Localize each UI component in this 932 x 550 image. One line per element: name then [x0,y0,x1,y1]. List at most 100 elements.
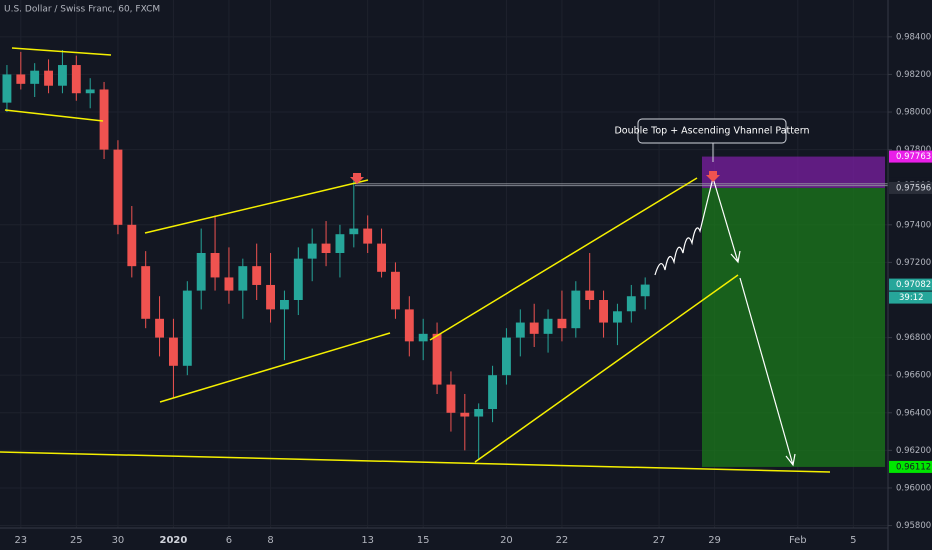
candle-body [57,65,67,86]
y-tick-label: 0.95800 [896,521,931,531]
y-tick-label: 0.96400 [896,408,931,418]
candle-body [363,228,373,244]
y-tick-label: 0.98000 [896,108,931,118]
position-layer [355,156,888,467]
x-tick-label: 27 [653,535,666,546]
trend-line [4,109,104,122]
candle-body [99,89,109,150]
candle-body [488,375,498,410]
arrow [712,177,741,264]
candle-body [612,311,622,323]
candle-body [238,266,248,291]
grid-layer [0,0,888,528]
signal-arrow [706,171,720,182]
candle-body [335,234,345,254]
candle-body [390,271,400,310]
annotation: Double Top + Ascending Vhannel Pattern [614,126,809,137]
x-tick-label: 6 [226,535,232,546]
candle-body [44,70,54,86]
candle-body [127,224,137,267]
candle-body [141,266,151,319]
risk-zone [702,156,885,188]
candle-body [349,228,359,235]
trend-line [11,47,112,56]
price-label-box [889,150,932,163]
y-tick-label: 0.97800 [896,145,931,155]
candle-body [460,412,470,417]
x-tick-label: Feb [789,535,807,546]
candle-body [155,318,165,338]
candle-body [279,299,289,310]
candle-body [432,333,442,385]
x-tick-label: 22 [556,535,569,546]
x-tick-label: 15 [417,535,430,546]
trend-line [474,274,739,463]
chart-title: U.S. Dollar / Swiss Franc, 60, FXCM [4,5,160,15]
candle-body [266,284,276,310]
y-tick-label: 0.96600 [896,371,931,381]
candle-body [585,290,595,300]
signal-arrow [350,173,364,184]
trend-line [144,179,369,234]
candle-body [113,149,123,225]
y-tick-label: 0.96200 [896,446,931,456]
candle-body [196,253,206,291]
x-tick-label: 13 [361,535,374,546]
candle-body [557,318,567,329]
candle-body [418,333,428,342]
candle-body [377,243,387,272]
x-tick-label: 23 [14,535,27,546]
candle-body [599,299,609,323]
candle-body [404,309,414,342]
candle-body [307,243,317,259]
countdown-box [889,291,932,304]
target-zone [702,187,885,467]
candle-body [321,243,331,254]
price-label: 0.97596 [896,183,931,193]
candle-body [2,74,12,103]
price-axis [888,0,932,550]
y-tick-label: 0.97400 [896,220,931,230]
candle-body [252,266,262,285]
projection [654,177,796,467]
candle-body [168,337,178,366]
axis-layer: 0.98400 0.98200 0.98000 0.97800 0.97400 0.972… [14,32,932,546]
candle-body [515,322,525,338]
candle-body [85,89,95,94]
candle-body [571,290,581,329]
arrow [739,277,796,467]
trend-line [159,332,391,403]
x-tick-label: 8 [267,535,273,546]
countdown: 39:12 [899,293,924,303]
x-tick-label: 20 [500,535,513,546]
candle-body [210,253,220,278]
y-tick-label: 0.98400 [896,32,931,42]
callout-box [637,118,787,144]
x-tick-label: 2020 [160,535,188,546]
candle-body [293,258,303,300]
price-label-box [889,460,932,473]
candle-layer [2,49,650,460]
trend-line [429,177,698,341]
candle-body [71,65,81,94]
trend-line [0,451,831,473]
y-tick-label: 0.96000 [896,483,931,493]
x-tick-label: 30 [112,535,125,546]
candle-body [446,384,456,413]
candle-body [529,322,539,334]
x-tick-label: 29 [708,535,721,546]
price-label: 0.97082 [896,280,931,290]
candle-body [30,70,40,84]
callout: Double Top + Ascending Vhannel Pattern [614,118,810,162]
wave-path [654,177,714,276]
y-tick-label: 0.96800 [896,333,931,343]
candle-body [543,318,553,334]
candle-body [626,296,636,312]
x-tick-label: 5 [850,535,856,546]
candle-body [182,290,192,366]
trend-lines [0,47,831,473]
y-tick-label: 0.98200 [896,70,931,80]
y-tick-label: 0.97200 [896,258,931,268]
price-label: 0.96112 [896,462,931,472]
